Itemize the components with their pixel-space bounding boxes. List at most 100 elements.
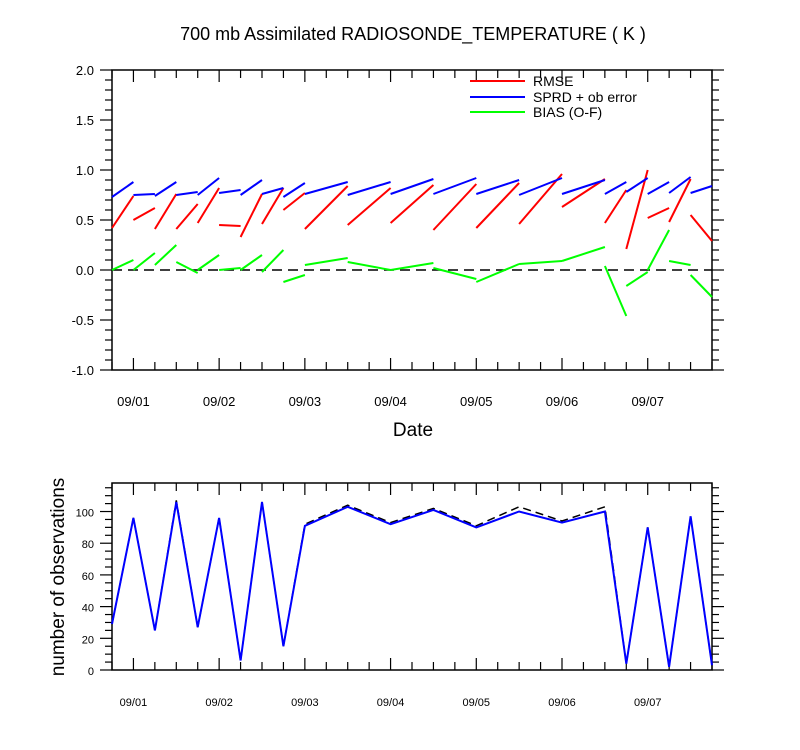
bottom-y-tick-label: 20 — [82, 634, 94, 646]
series-rmse-segment — [668, 178, 692, 223]
series-rmse-segment — [304, 185, 349, 230]
series-bias-o-f-segment — [219, 267, 241, 271]
series-sprd-ob-error-segment — [604, 181, 627, 195]
top-y-tick-label: -1.0 — [72, 363, 94, 378]
series-bias-o-f-segment — [689, 274, 713, 298]
series-rmse-segment — [239, 193, 263, 238]
series-bias-o-f-segment — [154, 244, 177, 266]
bottom-x-tick-label: 09/05 — [463, 697, 491, 709]
series-bias-o-f-segment — [519, 260, 563, 265]
top-y-tick-label: 2.0 — [76, 63, 94, 78]
series-sprd-ob-error-segment — [347, 181, 391, 196]
top-x-tick-label: 09/05 — [460, 394, 493, 409]
top-x-tick-label: 09/07 — [631, 394, 664, 409]
series-sprd-ob-error-segment — [475, 179, 520, 195]
series-sprd-ob-error-segment — [218, 189, 241, 194]
series-sprd-ob-error-segment — [111, 181, 134, 198]
series-rmse-segment — [111, 195, 135, 229]
series-bias-o-f-segment — [625, 271, 649, 287]
series-rmse-segment — [647, 207, 670, 219]
series-sprd-ob-error-segment — [282, 182, 306, 198]
top-y-tick-label: 1.5 — [76, 113, 94, 128]
series-sprd-ob-error-segment — [176, 191, 198, 196]
top-panel: 09/01 09/02 09/03 09/04 09/05 09/06 09/07 -1.0 -… — [72, 63, 724, 409]
bottom-x-tick-label: 09/02 — [205, 697, 233, 709]
series-rmse-segment — [518, 173, 563, 225]
series-rmse-segment — [604, 189, 628, 224]
bottom-y-tick-label: 100 — [76, 508, 94, 520]
top-y-tick-label: -0.5 — [72, 313, 94, 328]
series-rmse-segment — [561, 178, 606, 208]
series-bias-o-f-segment — [561, 246, 606, 262]
series-possible-line — [111, 500, 713, 667]
series-sprd-ob-error-segment — [668, 176, 692, 194]
bottom-y-tick-label: 40 — [82, 603, 94, 615]
series-bias-o-f-segment — [283, 274, 306, 283]
top-y-tick-label: 0.0 — [76, 263, 94, 278]
legend-label-bias: BIAS (O-F) — [533, 104, 602, 120]
top-y-tick-label: 1.0 — [76, 163, 94, 178]
series-sprd-ob-error-segment — [154, 181, 177, 197]
series-rmse-segment — [689, 214, 713, 242]
bottom-x-tick-label: 09/04 — [377, 697, 405, 709]
series-bias-o-f-segment — [390, 262, 434, 271]
chart-title: 700 mb Assimilated RADIOSONDE_TEMPERATUR… — [180, 24, 646, 45]
top-x-tick-label: 09/01 — [117, 394, 150, 409]
series-bias-o-f-segment — [197, 254, 220, 271]
bottom-x-tick-label: 09/07 — [634, 697, 662, 709]
top-x-tick-label: 09/02 — [203, 394, 236, 409]
series-rmse-segment — [475, 182, 520, 229]
series-rmse-segment — [196, 187, 220, 224]
series-rmse-segment — [219, 224, 241, 227]
y-axis-label-observations: number of observations — [48, 478, 69, 677]
series-bias-o-f-segment — [132, 252, 156, 271]
series-sprd-ob-error-segment — [240, 179, 263, 196]
series-rmse-segment — [389, 184, 435, 224]
series-bias-o-f-segment — [433, 267, 477, 280]
series-bias-o-f-segment — [347, 261, 391, 271]
legend: RMSE SPRD + ob error BIAS (O-F) — [470, 73, 637, 120]
bottom-panel: 09/01 09/02 09/03 09/04 09/05 09/06 09/07 0 20 40… — [76, 482, 724, 709]
top-x-tick-label: 09/06 — [546, 394, 579, 409]
top-y-tick-label: 0.5 — [76, 213, 94, 228]
series-sprd-ob-error-segment — [690, 185, 713, 194]
series-sprd-ob-error-segment — [133, 193, 155, 196]
legend-label-rmse: RMSE — [533, 73, 573, 89]
series-bias-o-f-segment — [261, 249, 285, 273]
series-bias-o-f-segment — [475, 263, 520, 283]
series-bias-o-f-segment — [603, 265, 628, 317]
series-assimilated-line — [111, 501, 713, 667]
series-bias-o-f-segment — [668, 260, 691, 266]
series-rmse-segment — [282, 192, 306, 211]
series-rmse-segment — [432, 183, 478, 231]
series-bias-o-f-segment — [304, 257, 348, 266]
series-sprd-ob-error-segment — [647, 181, 670, 195]
series-bias-o-f-segment — [111, 259, 134, 271]
series-rmse-segment — [154, 193, 178, 230]
bottom-x-tick-label: 09/06 — [548, 697, 576, 709]
series-bias-o-f-segment — [646, 229, 670, 271]
series-sprd-ob-error-segment — [625, 177, 649, 193]
bottom-y-tick-label: 60 — [82, 571, 94, 583]
bottom-plot-frame — [111, 482, 713, 671]
series-sprd-ob-error-segment — [518, 177, 563, 196]
series-sprd-ob-error-segment — [390, 178, 434, 195]
top-x-tick-label: 09/03 — [289, 394, 322, 409]
bottom-y-tick-label: 0 — [88, 666, 94, 678]
series-sprd-ob-error-segment — [261, 187, 284, 195]
legend-label-sprd: SPRD + ob error — [533, 89, 637, 105]
series-rmse-segment — [261, 187, 285, 225]
series-rmse-segment — [175, 203, 199, 230]
series-rmse-segment — [625, 169, 649, 250]
series-bias-o-f-segment — [240, 254, 263, 271]
series-sprd-ob-error-segment — [433, 177, 477, 195]
series-rmse-segment — [132, 207, 156, 221]
bottom-y-tick-label: 80 — [82, 539, 94, 551]
series-sprd-ob-error-segment — [304, 181, 348, 195]
series-bias-o-f-segment — [175, 261, 199, 274]
series-sprd-ob-error-segment — [197, 177, 220, 196]
series-rmse-segment — [347, 187, 392, 226]
top-x-tick-label: 09/04 — [374, 394, 407, 409]
top-plot-frame — [111, 69, 713, 371]
